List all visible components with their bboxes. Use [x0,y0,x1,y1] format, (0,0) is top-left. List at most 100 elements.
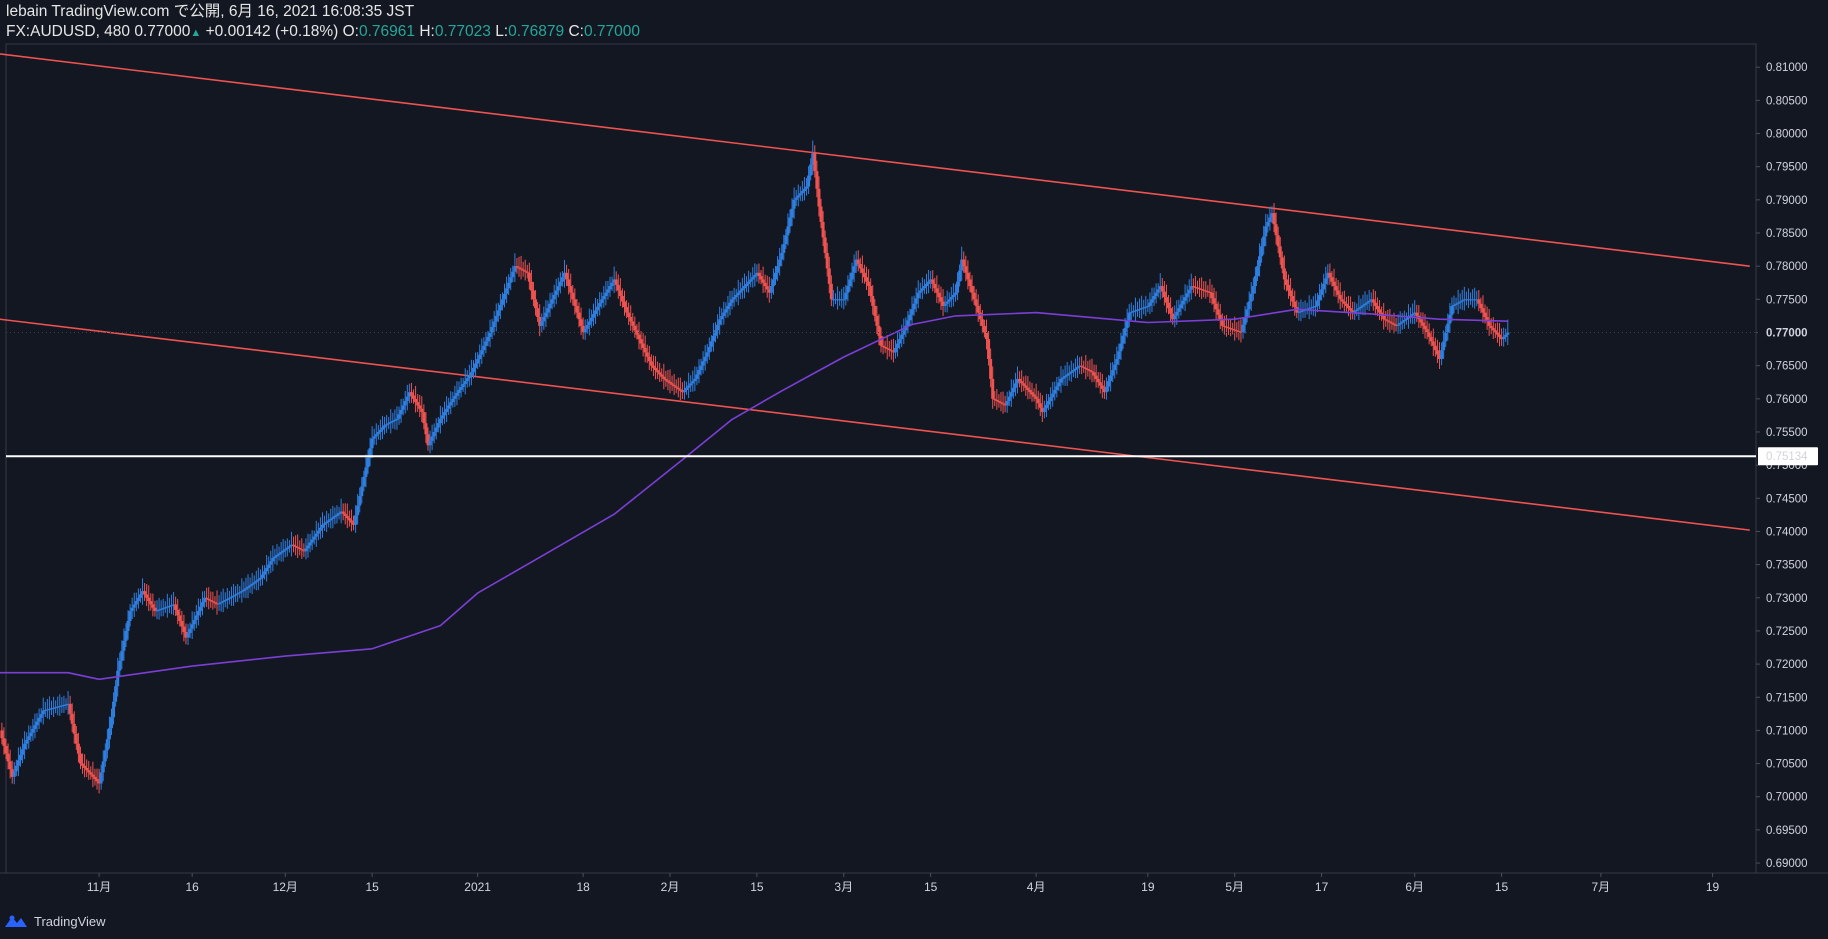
price-bar-body [345,515,349,519]
price-bar-body [606,289,610,293]
price-bar-body [358,496,362,506]
price-axis[interactable]: 0.81000 0.80500 0.80000 0.79500 0.79000 0.785… [1756,62,1818,870]
price-bar-body [823,237,827,253]
price-bar [842,286,846,310]
price-bar-body [169,605,173,607]
price-bar-body [550,299,554,304]
price-bar [52,696,56,718]
price-bar-body [912,303,916,310]
price-bar [45,698,49,719]
price-bar-body [374,434,378,437]
price-tick-label: 0.81000 [1766,62,1808,74]
price-bar [1229,318,1233,337]
price-bar-body [343,513,347,516]
price-bar [178,608,182,627]
time-axis[interactable]: 11月 16 12月 15 2021 18 2月 15 3月 15 4月 19 5月 17 6月 15 7月 19 [87,873,1720,894]
price-bar-body [1415,312,1419,316]
price-bar [1287,274,1291,299]
price-bar-body [711,335,715,342]
price-bar-body [1113,364,1117,371]
price-bar-body [563,272,567,278]
price-bar [78,746,82,770]
price-bar [281,538,285,562]
price-bar [459,377,463,398]
price-bar [287,540,291,553]
price-bar-body [796,195,800,198]
price-bar [987,331,991,366]
price-bar [29,725,33,742]
price-bar [993,391,997,407]
price-bar-body [641,343,645,348]
price-bar [898,332,902,350]
price-bar [1094,364,1098,388]
price-bar [1109,362,1113,392]
price-bar-body [591,314,595,318]
price-bar-body [542,317,546,322]
price-bar-body [1392,323,1396,325]
price-bar [302,543,306,557]
price-bar [498,293,502,320]
price-bar [970,275,974,302]
price-bar-body [66,703,70,705]
price-bar [798,186,802,201]
price-bar-body [753,275,757,278]
price-bar [695,366,699,386]
price-bar [515,258,519,274]
price-bar [920,277,924,300]
price-bar [1460,289,1464,310]
price-bar-body [995,399,999,402]
price-bar-body [474,363,478,368]
price-bar-body [254,580,258,583]
price-bar [25,732,29,750]
price-bar [1355,303,1359,317]
price-bar [1063,365,1067,386]
price-bar-body [414,398,418,403]
price-bar-body [972,292,976,300]
price-bar-body [982,325,986,333]
price-bar [1009,379,1013,407]
price-bar-body [1266,221,1270,227]
price-bar [1481,295,1485,323]
price-bar-body [1047,401,1051,405]
price-bar [482,337,486,357]
price-bar [714,322,718,343]
price-bar [1471,289,1475,308]
price-bar-body [157,609,161,611]
price-bar-body [221,601,225,603]
price-bar [585,319,589,334]
price-bar-body [844,292,848,300]
price-bar-body [732,297,736,300]
price-bar-body [285,547,289,550]
price-bar [769,278,773,299]
price-bar-body [1394,324,1398,326]
price-bar-body [287,546,291,548]
price-bar-body [856,259,860,264]
price-bar-body [1299,311,1303,313]
price-bar [1092,364,1096,382]
price-bar [757,263,761,284]
price-bar [107,716,111,749]
price-bar [1497,323,1501,347]
price-bar [786,213,790,246]
time-tick-label: 19 [1706,880,1720,894]
price-bar-body [1264,226,1268,237]
price-bar-body [1088,370,1092,372]
price-bar [420,396,424,423]
price-bar [1421,312,1425,334]
price-bar [219,591,223,612]
price-bar-body [178,615,182,621]
price-bar-body [6,753,10,762]
price-bar-body [805,186,809,189]
price-bar-body [364,467,368,477]
price-bar-body [1022,383,1026,386]
price-bar [318,517,322,540]
price-bar-body [1444,332,1448,342]
price-bar [217,595,221,611]
price-bar [763,274,767,293]
price-bar-body [114,686,118,702]
price-bar [1506,319,1510,345]
price-bar [409,382,413,403]
price-bar-body [1080,365,1084,367]
price-bar [368,437,372,467]
